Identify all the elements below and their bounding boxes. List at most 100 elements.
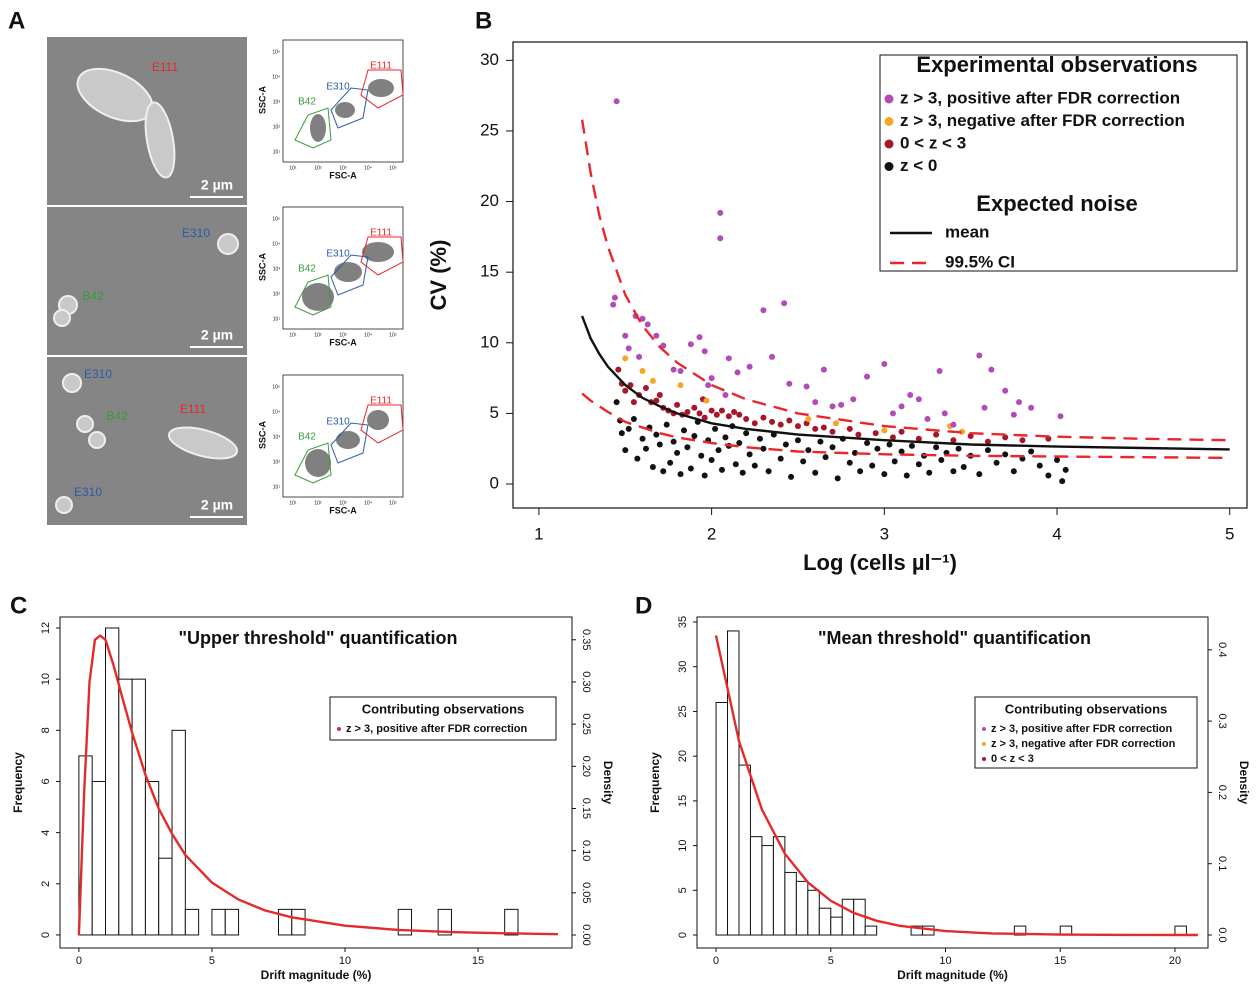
flow-y-tick-label: 10¹ <box>273 316 281 322</box>
bacterium <box>88 431 106 449</box>
flow-x-tick-label: 10² <box>314 165 322 171</box>
event-cloud <box>367 410 389 430</box>
flow-y-tick-label: 10³ <box>273 266 281 272</box>
noise-curve <box>580 119 1230 442</box>
data-point <box>639 315 646 322</box>
event-cloud <box>362 242 394 262</box>
event-cloud <box>305 449 331 477</box>
data-point <box>756 435 763 442</box>
x-tick-label: 5 <box>209 955 215 967</box>
data-point <box>967 432 974 439</box>
data-point <box>708 456 715 463</box>
data-point <box>933 431 940 438</box>
flow-x-tick-label: 10¹ <box>289 332 297 338</box>
data-point <box>898 403 905 410</box>
x-tick-label: 20 <box>1169 955 1181 967</box>
histogram-bar <box>1174 925 1187 936</box>
legend-title: Contributing observations <box>1005 701 1168 716</box>
data-point <box>1028 404 1035 411</box>
x-tick-label: 3 <box>880 524 889 543</box>
data-point <box>936 368 943 375</box>
data-point <box>834 475 841 482</box>
data-point <box>782 441 789 448</box>
strain-label: B42 <box>106 409 128 423</box>
legend-marker <box>337 727 341 731</box>
y-tick-label: 0 <box>490 473 499 492</box>
data-point <box>625 425 632 432</box>
data-point <box>891 458 898 465</box>
flow-x-tick-label: 10⁴ <box>364 500 372 506</box>
y-tick-label: 35 <box>677 616 689 628</box>
data-point <box>717 235 724 242</box>
data-point <box>846 459 853 466</box>
data-point <box>874 445 881 452</box>
panel-label: A <box>8 7 25 34</box>
strain-label: E310 <box>74 485 102 499</box>
bacterium <box>76 415 94 433</box>
data-point <box>613 399 620 406</box>
data-point <box>1045 472 1052 479</box>
data-point <box>656 441 663 448</box>
data-point <box>708 407 715 414</box>
data-point <box>1002 387 1009 394</box>
event-cloud <box>368 79 394 97</box>
data-point <box>687 465 694 472</box>
legend-label: z > 3, positive after FDR correction <box>346 723 528 735</box>
flow-x-label: FSC-A <box>329 170 357 180</box>
flow-y-tick-label: 10¹ <box>273 149 281 155</box>
flow-x-tick-label: 10⁵ <box>389 500 397 506</box>
gate-label: E310 <box>326 82 350 93</box>
data-point <box>941 410 948 417</box>
bacterium <box>53 309 71 327</box>
gate-label: E310 <box>326 417 350 428</box>
x-tick-label: 5 <box>828 955 834 967</box>
flow-x-tick-label: 10³ <box>339 500 347 506</box>
data-point <box>915 396 922 403</box>
gate <box>294 442 332 484</box>
gate <box>330 254 369 296</box>
data-point <box>886 441 893 448</box>
histogram-bar <box>224 908 240 936</box>
legend-marker <box>982 742 986 746</box>
y2-axis-label: Density <box>1237 761 1251 805</box>
data-point <box>1036 462 1043 469</box>
data-point <box>677 368 684 375</box>
data-point <box>820 366 827 373</box>
data-point <box>898 428 905 435</box>
y-tick-label: 0 <box>677 932 689 938</box>
data-point <box>1062 466 1069 473</box>
data-point <box>622 332 629 339</box>
y2-tick-label: 0.2 <box>1216 785 1228 800</box>
legend-marker <box>982 727 986 731</box>
data-point <box>615 366 622 373</box>
data-point <box>611 294 618 301</box>
y-tick-label: 10 <box>40 673 52 685</box>
y2-tick-label: 0.30 <box>580 671 592 692</box>
gate-label: B42 <box>298 97 316 108</box>
data-point <box>769 353 776 360</box>
data-point <box>751 462 758 469</box>
data-point <box>712 425 719 432</box>
flow-x-tick-label: 10² <box>314 332 322 338</box>
data-point <box>889 410 896 417</box>
y2-tick-label: 0.10 <box>580 840 592 861</box>
data-point <box>838 401 845 408</box>
data-point <box>950 468 957 475</box>
bacterium <box>144 101 176 179</box>
data-point <box>630 416 637 423</box>
flow-plot: B42 E310 E111 10¹ 10¹ 10² 10² 10³ 10³ 10⁴ 10⁴ 10⁵ 10… <box>257 374 404 515</box>
data-point <box>924 416 931 423</box>
y2-tick-label: 0.1 <box>1216 856 1228 871</box>
legend-marker <box>884 94 894 104</box>
event-cloud <box>336 431 360 449</box>
x-axis-label: Log (cells µl⁻¹) <box>803 550 957 575</box>
data-point <box>769 418 776 425</box>
data-point <box>1010 468 1017 475</box>
histogram-bar <box>211 908 226 936</box>
data-point <box>687 341 694 348</box>
flow-plot: B42 E310 E111 10¹ 10¹ 10² 10² 10³ 10³ 10⁴ 10⁴ 10⁵ 10… <box>257 206 404 347</box>
y-tick-label: 6 <box>40 778 52 784</box>
y-tick-label: 15 <box>480 262 499 281</box>
data-point <box>872 430 879 437</box>
data-point <box>788 473 795 480</box>
